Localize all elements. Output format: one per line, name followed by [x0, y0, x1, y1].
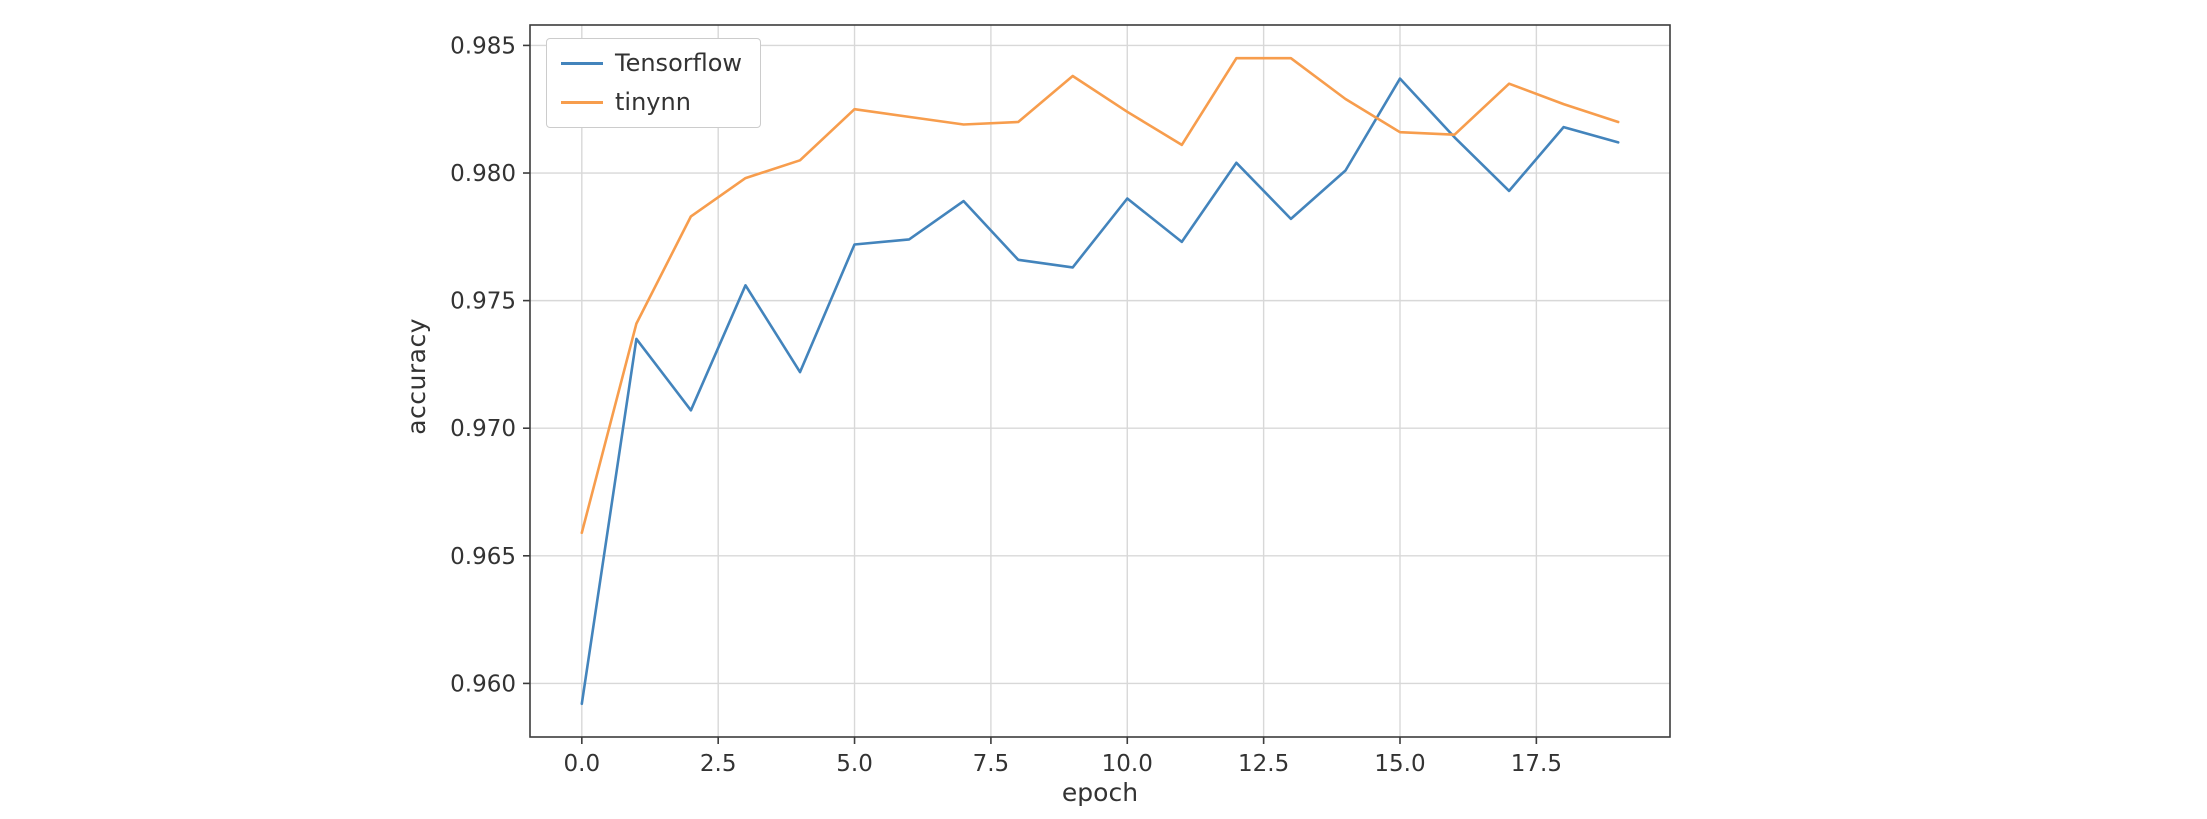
y-axis-label: accuracy: [402, 318, 431, 435]
tinynn-line-swatch: [561, 100, 603, 104]
legend-entry-tensorflow: Tensorflow: [561, 49, 742, 78]
y-tick-label: 0.960: [450, 671, 516, 697]
accuracy-chart: 0.0 2.5 5.0 7.5 10.0 12.5 15.0 17.5 0.960 0.965 0.…: [450, 24, 1671, 777]
y-tick-label: 0.970: [450, 416, 516, 442]
y-tick-label: 0.985: [450, 33, 516, 59]
legend: Tensorflow tinynn: [546, 38, 762, 128]
y-tick-label: 0.975: [450, 289, 516, 315]
x-tick-label: 17.5: [1511, 751, 1562, 777]
x-tick-label: 7.5: [973, 751, 1010, 777]
legend-label-tinynn: tinynn: [615, 87, 691, 116]
plot-area: [530, 25, 1670, 737]
tensorflow-line-swatch: [561, 61, 603, 65]
y-tick-label: 0.965: [450, 544, 516, 570]
series-line-tinynn: [580, 56, 1620, 535]
x-tick-label: 12.5: [1238, 751, 1289, 777]
x-tick-label: 2.5: [700, 751, 737, 777]
plot-border: [529, 24, 1671, 738]
x-tick-label: 5.0: [836, 751, 873, 777]
chart-figure: 0.0 2.5 5.0 7.5 10.0 12.5 15.0 17.5 0.960 0.965 0.…: [388, 0, 1818, 819]
y-tick-label: 0.980: [450, 161, 516, 187]
legend-entry-tinynn: tinynn: [561, 88, 742, 117]
x-tick-label: 15.0: [1374, 751, 1425, 777]
series-line-tensorflow: [580, 77, 1620, 706]
x-tick-label: 0.0: [564, 751, 601, 777]
x-axis-label: epoch: [1061, 778, 1139, 807]
legend-label-tensorflow: Tensorflow: [615, 49, 743, 77]
x-tick-label: 10.0: [1102, 751, 1153, 777]
